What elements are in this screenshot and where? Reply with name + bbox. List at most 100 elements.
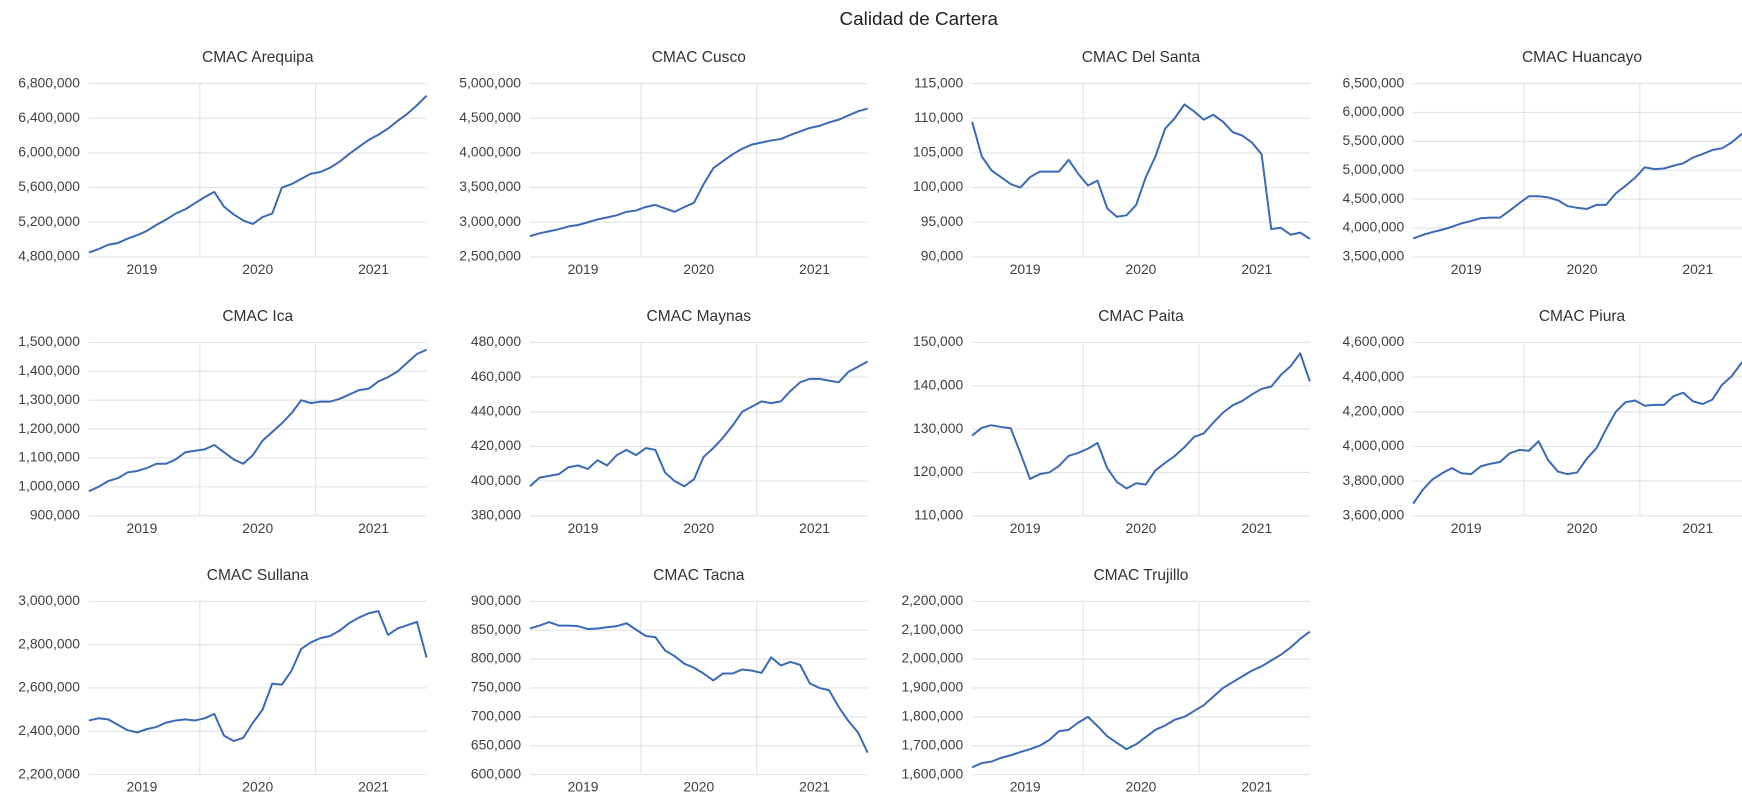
- y-tick-label: 6,500,000: [1343, 74, 1405, 90]
- chart-panel: CMAC Tacna 600,000 650,000 700,000 750,000 80…: [471, 567, 869, 795]
- chart-title: CMAC Tacna: [653, 567, 745, 584]
- y-tick-label: 4,000,000: [459, 144, 521, 160]
- x-tick-label: 2021: [1241, 520, 1272, 536]
- x-tick-label: 2021: [358, 520, 389, 536]
- x-tick-label: 2021: [358, 779, 389, 795]
- chart-title: CMAC Sullana: [207, 567, 309, 584]
- y-tick-label: 4,400,000: [1343, 368, 1405, 384]
- x-tick-label: 2020: [242, 779, 273, 795]
- y-tick-label: 4,000,000: [1343, 219, 1405, 235]
- y-tick-label: 480,000: [471, 333, 521, 349]
- y-tick-label: 4,600,000: [1343, 333, 1405, 349]
- chart-title: CMAC Huancayo: [1522, 49, 1642, 66]
- x-tick-label: 2020: [242, 261, 273, 277]
- chart-panel: CMAC Arequipa 4,800,000 5,200,000 5,600,000…: [18, 49, 428, 277]
- x-tick-label: 2020: [1567, 520, 1598, 536]
- x-tick-label: 2019: [568, 520, 599, 536]
- x-tick-label: 2021: [1682, 520, 1713, 536]
- x-tick-label: 2020: [683, 779, 714, 795]
- y-tick-label: 1,700,000: [901, 736, 963, 752]
- y-tick-label: 6,000,000: [18, 144, 80, 160]
- y-tick-label: 2,200,000: [18, 765, 80, 781]
- x-tick-label: 2019: [127, 779, 158, 795]
- y-tick-label: 2,200,000: [901, 592, 963, 608]
- chart-title: CMAC Cusco: [652, 49, 746, 66]
- series-line: [971, 103, 1311, 240]
- y-tick-label: 1,000,000: [18, 478, 80, 494]
- chart-title: CMAC Arequipa: [202, 49, 314, 66]
- x-tick-label: 2021: [1241, 261, 1272, 277]
- x-tick-label: 2019: [1451, 520, 1482, 536]
- series-line: [88, 95, 428, 254]
- y-tick-label: 900,000: [471, 592, 521, 608]
- y-tick-label: 1,800,000: [901, 708, 963, 724]
- x-tick-label: 2021: [799, 779, 830, 795]
- y-tick-label: 115,000: [914, 74, 963, 90]
- chart-title: CMAC Piura: [1539, 308, 1626, 325]
- y-tick-label: 105,000: [913, 144, 963, 160]
- series-line: [529, 360, 869, 488]
- x-tick-label: 2019: [1010, 261, 1041, 277]
- y-tick-label: 120,000: [913, 463, 963, 479]
- y-tick-label: 3,500,000: [1343, 248, 1405, 264]
- x-tick-label: 2020: [683, 261, 714, 277]
- series-line: [1412, 360, 1742, 505]
- series-line: [529, 107, 868, 238]
- x-tick-label: 2019: [568, 779, 599, 795]
- chart-panel: CMAC Trujillo 1,600,000 1,700,000 1,800,000…: [901, 567, 1311, 795]
- y-tick-label: 6,000,000: [1343, 103, 1405, 119]
- y-tick-label: 2,600,000: [18, 679, 80, 695]
- chart-panel: CMAC Paita 110,000 120,000 130,000 140,000 15…: [913, 308, 1311, 536]
- x-tick-label: 2019: [1010, 779, 1041, 795]
- y-tick-label: 110,000: [914, 506, 963, 522]
- y-tick-label: 5,500,000: [1343, 132, 1405, 148]
- y-tick-label: 700,000: [471, 708, 521, 724]
- y-tick-label: 600,000: [471, 765, 521, 781]
- y-tick-label: 3,000,000: [18, 592, 80, 608]
- y-tick-label: 6,400,000: [18, 109, 80, 125]
- y-tick-label: 1,600,000: [901, 765, 963, 781]
- y-tick-label: 460,000: [471, 368, 521, 384]
- x-tick-label: 2019: [1451, 261, 1482, 277]
- chart-panel: CMAC Maynas 380,000 400,000 420,000 440,000 4…: [471, 308, 869, 536]
- y-tick-label: 800,000: [471, 650, 521, 666]
- y-tick-label: 3,800,000: [1343, 472, 1405, 488]
- x-tick-label: 2021: [799, 261, 830, 277]
- series-line: [971, 630, 1311, 769]
- x-tick-label: 2020: [683, 520, 714, 536]
- chart-panel: CMAC Huancayo 3,500,000 4,000,000 4,500,000…: [1343, 49, 1742, 277]
- x-tick-label: 2020: [1126, 779, 1157, 795]
- y-tick-label: 5,600,000: [18, 178, 80, 194]
- chart-title: CMAC Ica: [222, 308, 293, 325]
- x-tick-label: 2019: [568, 261, 599, 277]
- y-tick-label: 1,300,000: [18, 391, 80, 407]
- y-tick-label: 1,400,000: [18, 362, 80, 378]
- x-tick-label: 2021: [1241, 779, 1272, 795]
- y-tick-label: 3,000,000: [459, 213, 521, 229]
- y-tick-label: 110,000: [914, 109, 963, 125]
- chart-panel: CMAC Piura 3,600,000 3,800,000 4,000,000 4,2…: [1343, 308, 1742, 536]
- chart-title: CMAC Trujillo: [1093, 567, 1188, 584]
- y-tick-label: 850,000: [471, 621, 521, 637]
- chart-panel: CMAC Ica 900,000 1,000,000 1,100,000 1,200,0…: [18, 308, 428, 536]
- y-tick-label: 3,500,000: [459, 178, 521, 194]
- x-tick-label: 2020: [242, 520, 273, 536]
- y-tick-label: 130,000: [913, 420, 963, 436]
- y-tick-label: 95,000: [921, 213, 964, 229]
- y-tick-label: 6,800,000: [18, 74, 80, 90]
- x-tick-label: 2020: [1126, 520, 1157, 536]
- page-title: Calidad de Cartera: [840, 9, 999, 30]
- y-tick-label: 1,100,000: [18, 449, 80, 465]
- series-line: [529, 621, 869, 754]
- y-tick-label: 1,900,000: [901, 679, 963, 695]
- y-tick-label: 400,000: [471, 472, 521, 488]
- x-tick-label: 2019: [127, 261, 158, 277]
- y-tick-label: 420,000: [471, 437, 521, 453]
- y-tick-label: 380,000: [471, 506, 521, 522]
- y-tick-label: 140,000: [913, 376, 963, 392]
- chart-title: CMAC Maynas: [647, 308, 752, 325]
- y-tick-label: 2,800,000: [18, 635, 80, 651]
- chart-title: CMAC Del Santa: [1082, 49, 1201, 66]
- y-tick-label: 5,200,000: [18, 213, 80, 229]
- x-tick-label: 2021: [1682, 261, 1713, 277]
